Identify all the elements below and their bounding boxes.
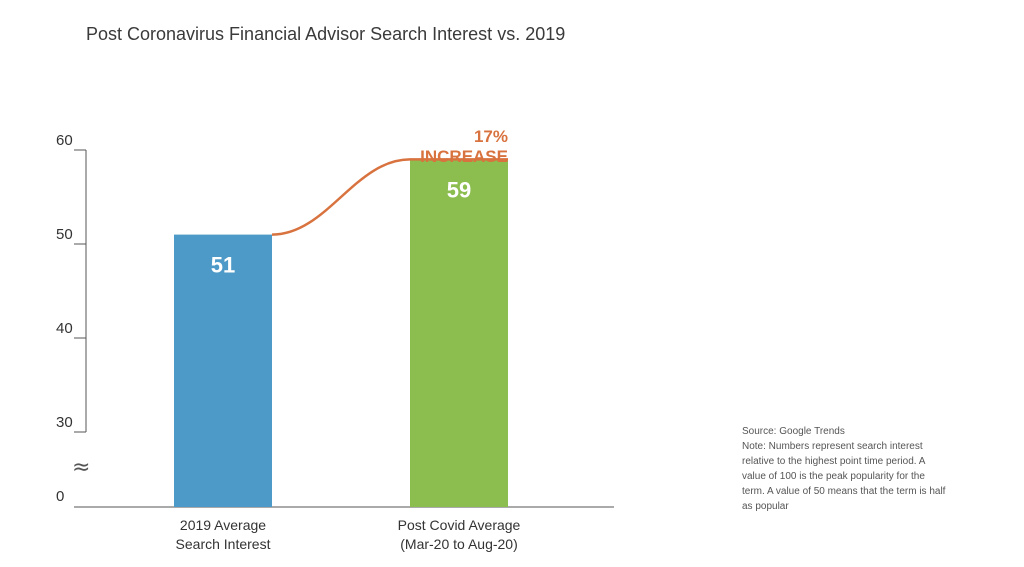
x-category-label: 2019 Average [180,517,266,533]
bar-value-label: 51 [211,253,235,278]
x-category-label: Post Covid Average [398,517,521,533]
y-tick-label: 40 [56,320,73,337]
y-tick-label: 30 [56,414,73,431]
note-line: Note: Numbers represent search interest [742,441,923,452]
axis-break-symbol: ≈ [72,455,90,480]
y-tick-label: 60 [56,132,73,149]
note-line: term. A value of 50 means that the term … [742,486,946,497]
source-note: Source: Google Trends Note: Numbers repr… [742,424,982,514]
x-category-label: Search Interest [176,536,271,552]
x-category-label: (Mar-20 to Aug-20) [400,536,518,552]
source-line: Source: Google Trends [742,426,845,437]
increase-annotation: INCREASE [420,147,508,166]
note-line: relative to the highest point time perio… [742,456,926,467]
y-tick-label: 0 [56,488,64,505]
note-line: as popular [742,501,789,512]
bar-value-label: 59 [447,177,471,202]
bar [410,159,508,507]
bar [174,234,272,507]
y-tick-label: 50 [56,226,73,243]
increase-curve [271,158,508,236]
increase-annotation: 17% [474,127,508,146]
note-line: value of 100 is the peak popularity for … [742,471,925,482]
chart-title: Post Coronavirus Financial Advisor Searc… [86,24,566,44]
